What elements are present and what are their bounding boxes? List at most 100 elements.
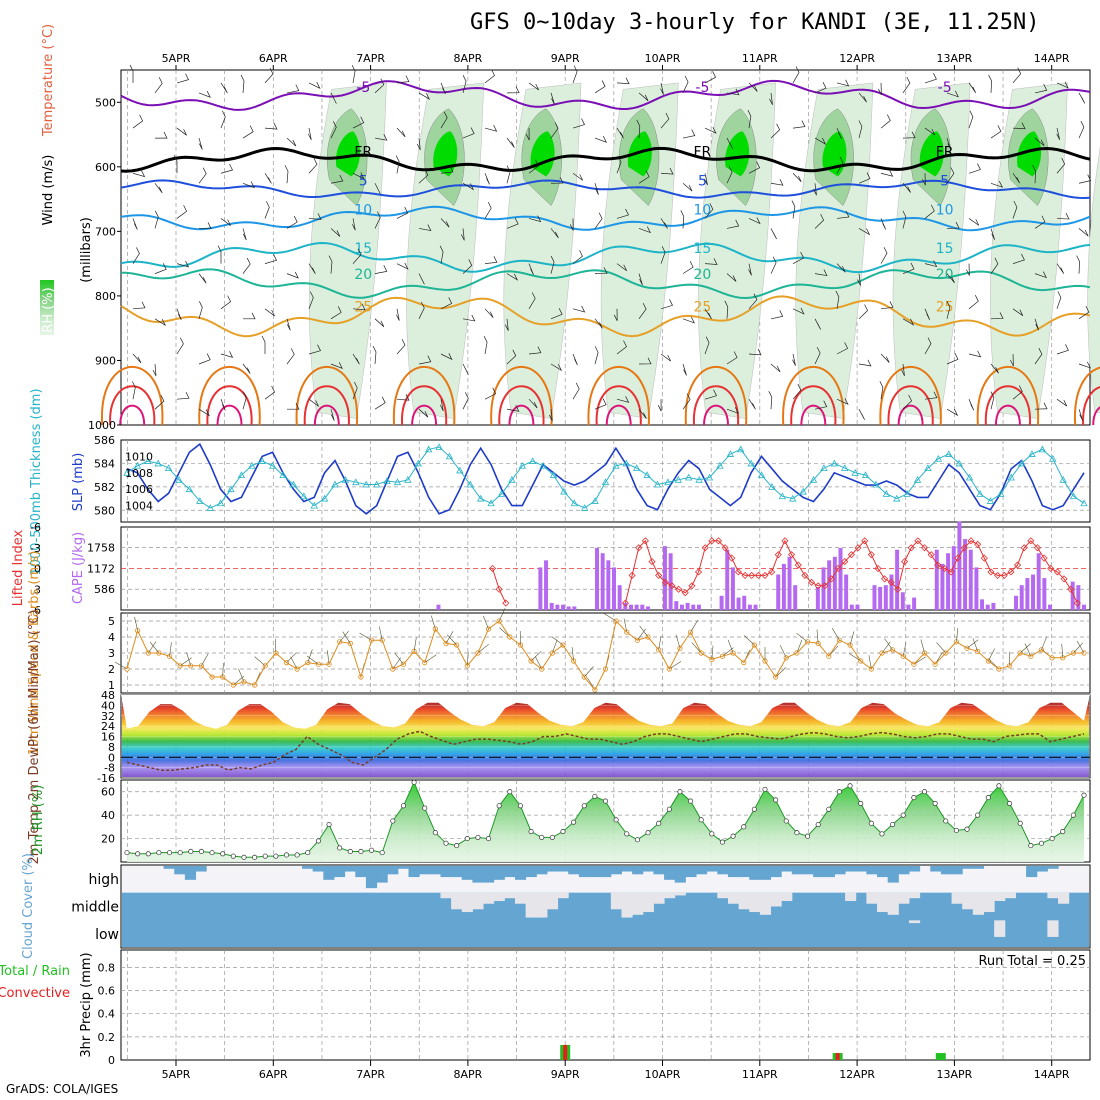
isotherm-35 (498, 385, 545, 426)
rh-point (677, 789, 683, 795)
cloud-high-bar (823, 866, 835, 878)
rh-point (741, 824, 747, 830)
wind-barb (990, 312, 1004, 320)
cloud-high-bar (887, 866, 899, 883)
isotherm-line (120, 146, 1091, 173)
wind-barb-10m (134, 616, 138, 631)
wind-barb (440, 82, 446, 95)
wind-barb-10m (359, 632, 372, 641)
cape-bar (595, 547, 599, 610)
wind-barb (682, 260, 694, 274)
thickness-point (289, 480, 298, 488)
cape-bar (980, 599, 985, 610)
date-label-bottom: 7APR (356, 1068, 385, 1081)
li-point (781, 537, 789, 545)
wind-barb-10m (1019, 643, 1031, 654)
li-point (701, 544, 709, 552)
rh-point (826, 806, 832, 812)
rh-point (815, 821, 821, 828)
pressure-tick-label: 700 (95, 225, 116, 238)
wind-barb (922, 173, 926, 186)
rh-point (326, 821, 332, 828)
cape-bar (974, 567, 979, 610)
li-point (754, 571, 762, 579)
wind-barb (418, 408, 429, 418)
wind-barb (660, 299, 673, 310)
wind-barb (1034, 215, 1046, 229)
cloud-high-bar (962, 866, 974, 869)
temp-tick-label: 24 (101, 720, 115, 733)
li-point (1040, 554, 1048, 562)
wind-barb (1056, 344, 1069, 355)
thickness-point (445, 452, 454, 460)
isotherm-label: 20 (936, 267, 954, 283)
li-point (854, 544, 862, 552)
wind-barb-10m (149, 641, 160, 654)
wind-barb (924, 204, 935, 219)
isotherm-label: 15 (936, 241, 954, 257)
wind-barb (308, 263, 316, 275)
thickness-point (320, 494, 329, 502)
cloud-gap-bar (642, 892, 654, 913)
wind-barb (946, 221, 960, 229)
li-tick-label: 3 (34, 583, 41, 596)
li-point (714, 537, 723, 545)
isotherm-label: 15 (693, 241, 711, 257)
thickness-point (997, 490, 1005, 497)
temp-tick-label: 48 (101, 689, 115, 702)
isotherm-35 (693, 385, 740, 426)
wind-barb-10m (290, 656, 298, 670)
cape-bar (821, 567, 826, 610)
thickness-point (196, 497, 204, 504)
cloud-gap-bar (951, 892, 963, 904)
wind-barb (880, 170, 894, 177)
wind-barb (880, 218, 887, 230)
wind-barb (440, 111, 448, 129)
cloud-high-bar (621, 866, 633, 872)
thickness-point (747, 459, 755, 467)
rh-point (188, 848, 194, 855)
wind-barb (726, 219, 740, 229)
wind-barb (506, 405, 520, 412)
wind-barb (1032, 165, 1036, 184)
wind-barb (748, 398, 756, 410)
wind-barb (396, 394, 410, 401)
isotherm-label: 15 (354, 241, 372, 257)
li-point (867, 551, 875, 559)
wind-barb (836, 210, 850, 219)
li-point (728, 554, 736, 562)
rh-point (347, 848, 353, 855)
wind-barb (880, 353, 890, 363)
thickness-point (435, 443, 443, 450)
cape-bar (629, 604, 633, 610)
cloud-gap-bar (536, 892, 548, 918)
wind-barb (682, 363, 687, 376)
wind-barb-10m (307, 649, 313, 663)
wind-barb (132, 170, 146, 178)
cloud-gap-bar (972, 892, 985, 915)
wind-barb (902, 262, 915, 274)
wind-barb (835, 290, 840, 309)
isotherm-30 (879, 365, 942, 426)
cape-bar (849, 604, 854, 610)
wind-barb-10m (584, 666, 594, 678)
wind-barb (682, 393, 691, 410)
wind-barb (484, 125, 498, 132)
wind-barb (968, 350, 982, 358)
cape-bar (1076, 585, 1081, 610)
isotherm-40 (508, 404, 535, 426)
wind-barb (814, 213, 825, 229)
rh-point (921, 789, 928, 795)
rh-point (985, 795, 991, 801)
wind-barb (724, 300, 729, 319)
wind-barb (726, 351, 738, 365)
wind-barb-10m (1061, 643, 1064, 658)
rh-point (485, 836, 492, 842)
rh-area (127, 782, 1084, 862)
pressure-tick-label: 600 (95, 161, 116, 174)
wind-barb (220, 399, 226, 411)
wind-barb (638, 92, 649, 102)
cloud-row-label: low (95, 927, 119, 943)
li-point (1067, 585, 1075, 593)
thickness-point (549, 471, 558, 479)
